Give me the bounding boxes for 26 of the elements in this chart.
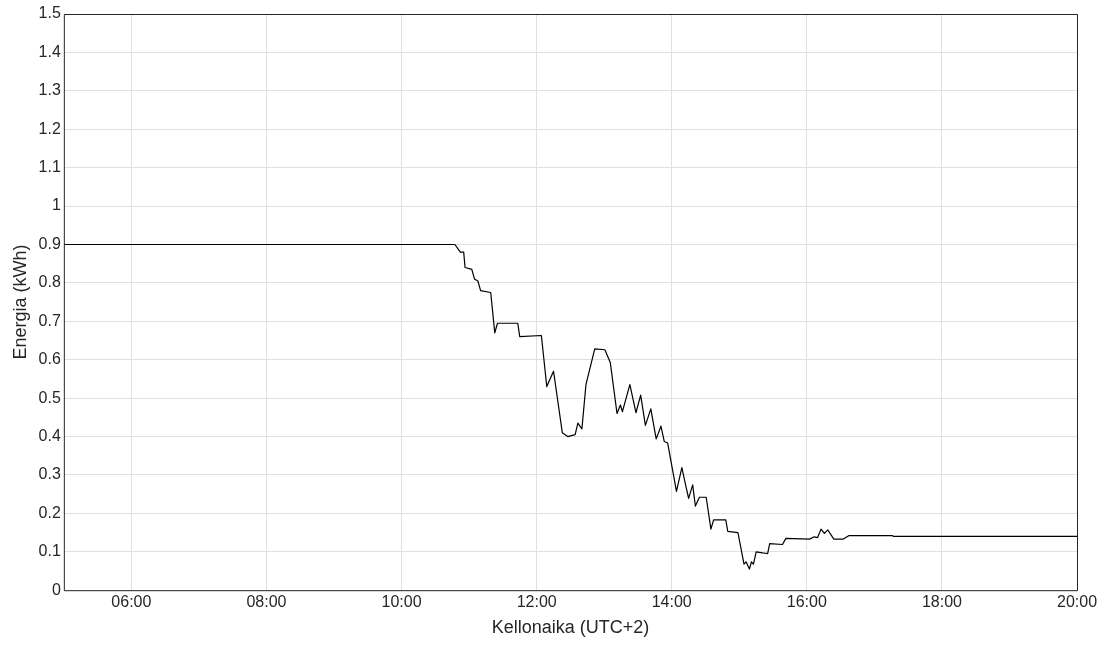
x-tick-label: 20:00 xyxy=(1056,593,1098,611)
x-tick-label: 08:00 xyxy=(246,593,287,611)
y-axis-title: Energia (kWh) xyxy=(9,244,30,360)
y-tick-label: 1.1 xyxy=(38,158,61,176)
x-tick-label: 16:00 xyxy=(786,593,827,611)
x-axis-title: Kellonaika (UTC+2) xyxy=(491,617,650,638)
y-tick-label: 0.1 xyxy=(38,542,61,560)
x-tick-label: 10:00 xyxy=(381,593,422,611)
x-tick-label: 18:00 xyxy=(921,593,963,611)
y-tick-label: 0.2 xyxy=(38,503,61,521)
y-tick-label: 0.9 xyxy=(38,234,61,252)
x-tick-label: 12:00 xyxy=(516,593,557,611)
y-tick-label: 1.4 xyxy=(38,42,61,60)
y-tick-label: 0.8 xyxy=(38,273,61,291)
y-tick-label: 0.4 xyxy=(38,426,61,444)
y-tick-label: 0.7 xyxy=(38,311,61,329)
x-tick-label: 06:00 xyxy=(111,593,152,611)
x-tick-label: 14:00 xyxy=(651,593,692,611)
y-tick-label: 0.3 xyxy=(38,465,61,483)
y-tick-label: 0.5 xyxy=(38,388,61,406)
y-tick-label: 0.6 xyxy=(38,350,61,368)
y-tick-label: 1.2 xyxy=(38,119,61,137)
y-tick-label: 1 xyxy=(51,196,61,214)
y-tick-label: 1.3 xyxy=(38,81,61,99)
y-tick-label: 1.5 xyxy=(38,4,61,22)
y-tick-label: 0 xyxy=(51,580,61,598)
